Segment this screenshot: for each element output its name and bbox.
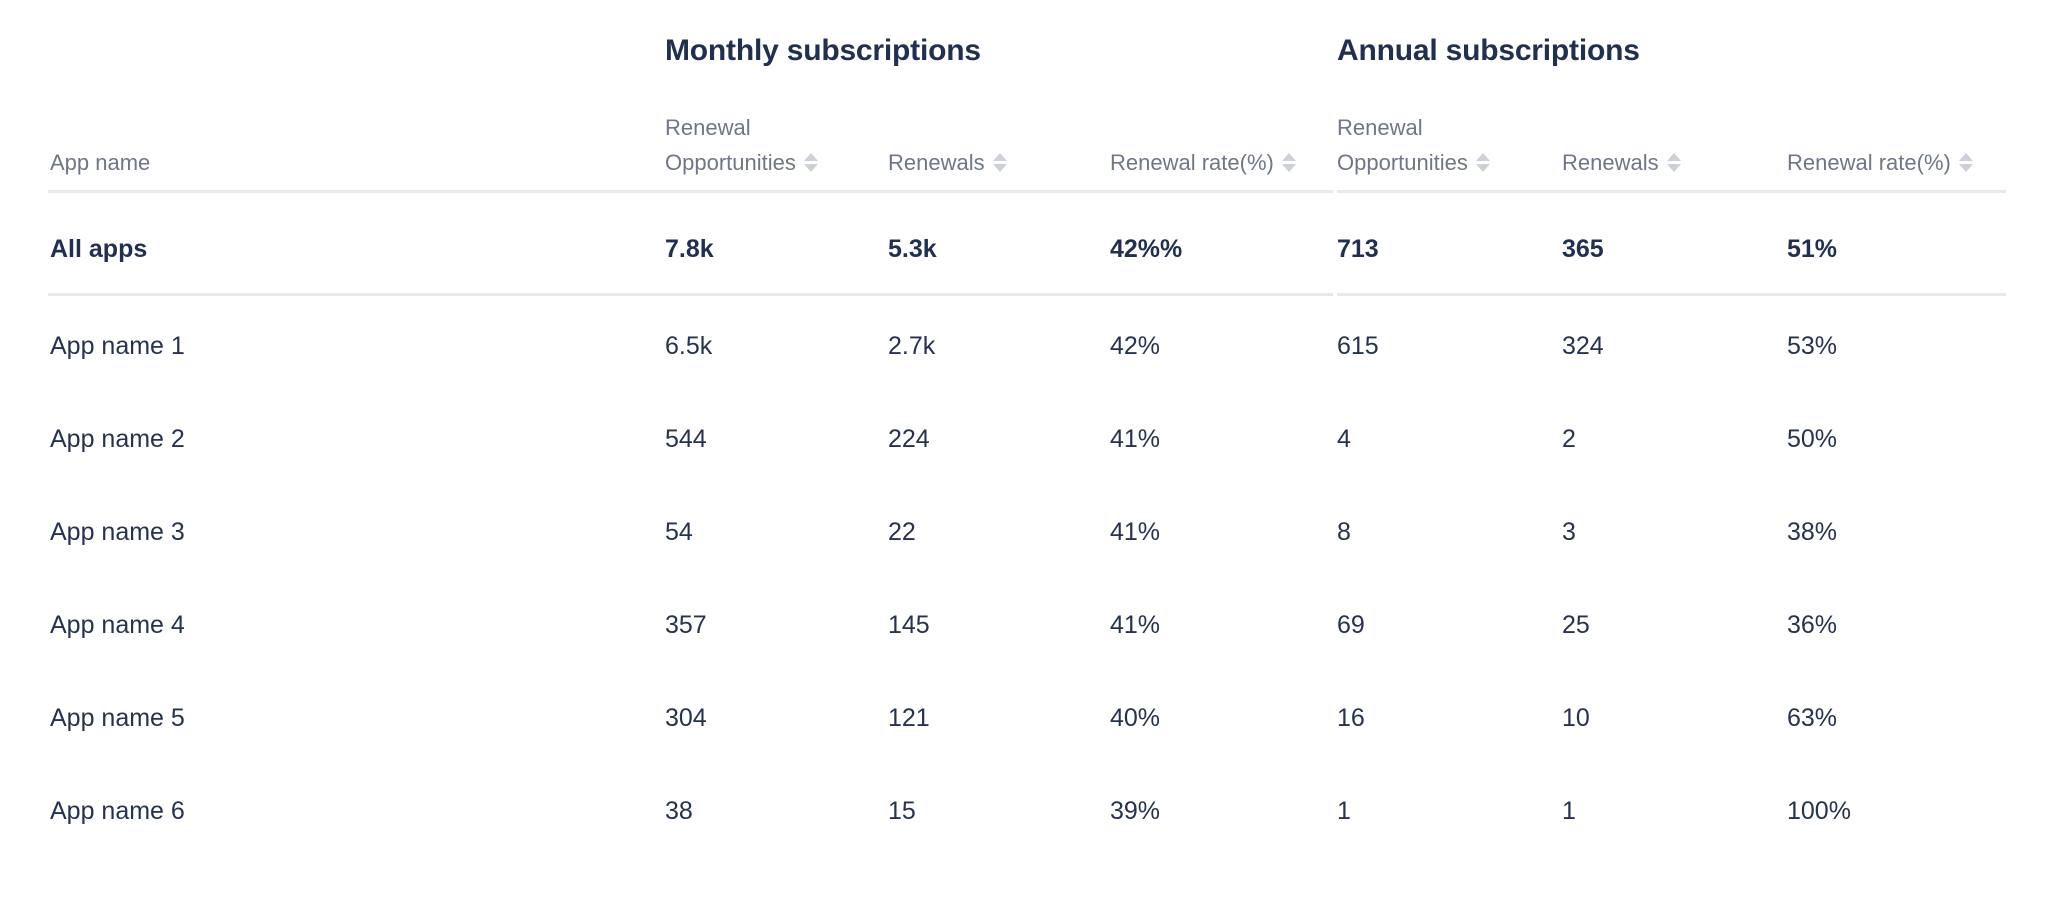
- table-row: App name 6 38 15 39% 1 1 100%: [0, 765, 2058, 858]
- annual-renewals-cell: 1: [1562, 797, 1576, 825]
- header-divider-monthly: [48, 190, 1333, 193]
- sort-up-icon: [1666, 153, 1681, 161]
- app-name-cell: App name 4: [50, 611, 185, 639]
- monthly-subscriptions-title: Monthly subscriptions: [665, 34, 981, 67]
- column-header-annual-renewal-rate[interactable]: Renewal rate(%): [1787, 145, 2058, 180]
- monthly-renewals-cell: 145: [888, 611, 930, 639]
- sort-down-icon: [1958, 164, 1973, 172]
- sort-down-icon: [803, 164, 818, 172]
- monthly-renewal-opportunities-cell: 544: [665, 425, 707, 453]
- monthly-renewals-cell: 224: [888, 425, 930, 453]
- annual-renewal-rate-cell: 53%: [1787, 332, 1838, 360]
- table-row: App name 2 544 224 41% 4 2 50%: [0, 393, 2058, 486]
- sort-arrows-icon[interactable]: [1281, 153, 1296, 172]
- monthly-renewal-rate-cell: 41%: [1110, 611, 1161, 639]
- annual-renewals-cell: 3: [1562, 518, 1576, 546]
- column-header-monthly-renewal-opportunities[interactable]: Renewal Opportunities: [665, 110, 888, 180]
- monthly-renewal-rate-cell: 41%: [1110, 518, 1161, 546]
- header-divider-annual: [1337, 190, 2006, 193]
- monthly-renewals-cell: 2.7k: [888, 332, 936, 360]
- column-header-monthly-renewals[interactable]: Renewals: [888, 145, 1110, 180]
- app-name-cell: All apps: [50, 235, 148, 263]
- sort-up-icon: [1958, 153, 1973, 161]
- column-header-monthly-renewal-rate[interactable]: Renewal rate(%): [1110, 145, 1337, 180]
- annual-renewals-cell: 25: [1562, 611, 1590, 639]
- annual-renewal-rate-cell: 36%: [1787, 611, 1838, 639]
- annual-renewals-cell: 324: [1562, 332, 1604, 360]
- annual-renewal-opportunities-cell: 8: [1337, 518, 1351, 546]
- sort-up-icon: [1475, 153, 1490, 161]
- monthly-renewal-rate-cell: 39%: [1110, 797, 1161, 825]
- sort-down-icon: [992, 164, 1007, 172]
- app-name-cell: App name 1: [50, 332, 185, 360]
- column-header-label: Renewal rate(%): [1110, 150, 1274, 175]
- sort-down-icon: [1666, 164, 1681, 172]
- monthly-renewals-cell: 5.3k: [888, 235, 937, 263]
- monthly-renewal-opportunities-cell: 357: [665, 611, 707, 639]
- column-header-label-line2: Opportunities: [665, 150, 796, 175]
- monthly-renewals-cell: 121: [888, 704, 930, 732]
- column-header-annual-renewal-opportunities[interactable]: Renewal Opportunities: [1337, 110, 1562, 180]
- sort-down-icon: [1281, 164, 1296, 172]
- app-name-cell: App name 2: [50, 425, 185, 453]
- monthly-renewal-rate-cell: 41%: [1110, 425, 1161, 453]
- annual-renewal-opportunities-cell: 69: [1337, 611, 1365, 639]
- column-header-label: Renewals: [1562, 150, 1659, 175]
- monthly-renewal-rate-cell: 42%%: [1110, 235, 1183, 263]
- annual-renewal-opportunities-cell: 713: [1337, 235, 1379, 263]
- app-name-cell: App name 3: [50, 518, 185, 546]
- table-row: App name 3 54 22 41% 8 3 38%: [0, 486, 2058, 579]
- table-row: App name 5 304 121 40% 16 10 63%: [0, 672, 2058, 765]
- annual-renewal-rate-cell: 50%: [1787, 425, 1838, 453]
- sort-arrows-icon[interactable]: [992, 153, 1007, 172]
- sort-arrows-icon[interactable]: [1958, 153, 1973, 172]
- app-name-cell: App name 6: [50, 797, 185, 825]
- summary-row-all-apps: All apps 7.8k 5.3k 42%% 713 365 51%: [0, 193, 2058, 296]
- monthly-renewals-cell: 15: [888, 797, 916, 825]
- annual-subscriptions-title: Annual subscriptions: [1337, 34, 1640, 67]
- sort-arrows-icon[interactable]: [1475, 153, 1490, 172]
- sort-arrows-icon[interactable]: [803, 153, 818, 172]
- annual-renewal-rate-cell: 51%: [1787, 235, 1838, 263]
- monthly-renewal-rate-cell: 42%: [1110, 332, 1161, 360]
- monthly-renewals-cell: 22: [888, 518, 916, 546]
- annual-renewal-opportunities-cell: 615: [1337, 332, 1379, 360]
- annual-renewal-opportunities-cell: 16: [1337, 704, 1365, 732]
- monthly-renewal-opportunities-cell: 54: [665, 518, 693, 546]
- table-header-row: App name Renewal Opportunities Renewals …: [0, 0, 2058, 193]
- monthly-renewal-rate-cell: 40%: [1110, 704, 1161, 732]
- column-header-app-name: App name: [0, 145, 665, 180]
- summary-divider-annual: [1337, 293, 2006, 296]
- column-header-label: Renewals: [888, 150, 985, 175]
- table-row: App name 1 6.5k 2.7k 42% 615 324 53%: [0, 300, 2058, 393]
- table-row: App name 4 357 145 41% 69 25 36%: [0, 579, 2058, 672]
- annual-renewals-cell: 10: [1562, 704, 1590, 732]
- monthly-renewal-opportunities-cell: 7.8k: [665, 235, 714, 263]
- sort-up-icon: [992, 153, 1007, 161]
- sort-up-icon: [803, 153, 818, 161]
- column-header-annual-renewals[interactable]: Renewals: [1562, 145, 1787, 180]
- column-header-label-line1: Renewal: [1337, 115, 1423, 140]
- sort-arrows-icon[interactable]: [1666, 153, 1681, 172]
- annual-renewal-opportunities-cell: 1: [1337, 797, 1351, 825]
- monthly-renewal-opportunities-cell: 6.5k: [665, 332, 713, 360]
- monthly-renewal-opportunities-cell: 304: [665, 704, 707, 732]
- column-header-label: Renewal rate(%): [1787, 150, 1951, 175]
- annual-renewal-rate-cell: 63%: [1787, 704, 1838, 732]
- annual-renewal-rate-cell: 38%: [1787, 518, 1838, 546]
- annual-renewals-cell: 2: [1562, 425, 1576, 453]
- annual-renewal-opportunities-cell: 4: [1337, 425, 1351, 453]
- sort-up-icon: [1281, 153, 1296, 161]
- column-header-label-line2: Opportunities: [1337, 150, 1468, 175]
- column-header-label-line1: Renewal: [665, 115, 751, 140]
- sort-down-icon: [1475, 164, 1490, 172]
- summary-divider-monthly: [48, 293, 1333, 296]
- annual-renewals-cell: 365: [1562, 235, 1604, 263]
- app-name-cell: App name 5: [50, 704, 185, 732]
- annual-renewal-rate-cell: 100%: [1787, 797, 1851, 825]
- monthly-renewal-opportunities-cell: 38: [665, 797, 693, 825]
- column-header-label: App name: [50, 150, 151, 175]
